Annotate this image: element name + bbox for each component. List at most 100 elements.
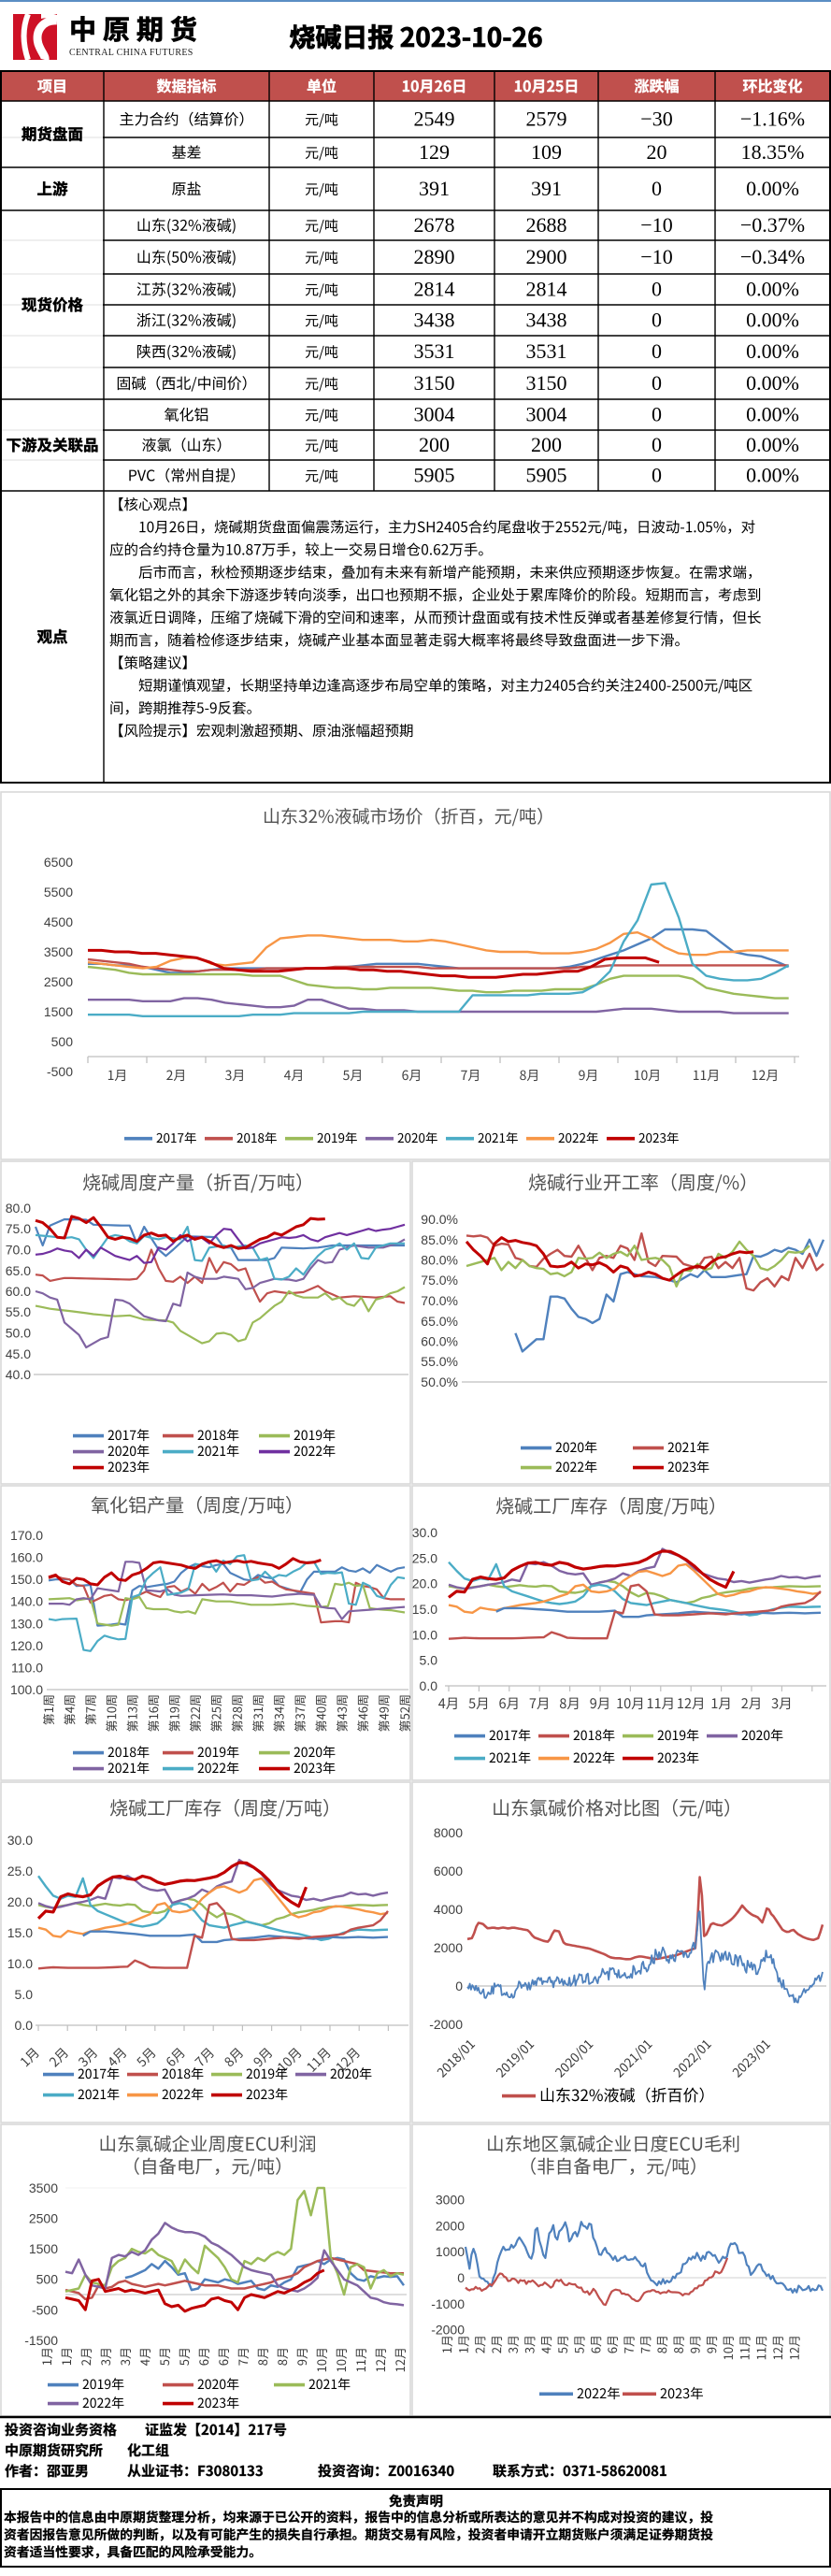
- svg-text:2579: 2579: [526, 108, 567, 131]
- svg-text:129: 129: [419, 140, 450, 164]
- svg-text:2678: 2678: [414, 213, 455, 237]
- svg-text:2890: 2890: [414, 245, 455, 268]
- svg-text:65.0%: 65.0%: [421, 1314, 458, 1329]
- svg-text:100.0: 100.0: [10, 1682, 43, 1697]
- svg-text:CENTRAL CHINA FUTURES: CENTRAL CHINA FUTURES: [69, 48, 193, 58]
- svg-text:−1.16%: −1.16%: [740, 108, 805, 131]
- svg-text:109: 109: [531, 140, 562, 164]
- svg-text:−30: −30: [640, 108, 672, 131]
- svg-text:0: 0: [652, 177, 662, 200]
- svg-text:130.0: 130.0: [10, 1616, 43, 1631]
- svg-text:80.0%: 80.0%: [421, 1253, 458, 1268]
- svg-text:0.00%: 0.00%: [746, 371, 799, 395]
- svg-text:0: 0: [652, 371, 662, 395]
- svg-text:3150: 3150: [526, 371, 567, 395]
- svg-text:50.0: 50.0: [6, 1326, 31, 1341]
- svg-text:1000: 1000: [436, 2244, 465, 2259]
- svg-text:−0.37%: −0.37%: [740, 213, 805, 237]
- svg-text:0.0: 0.0: [15, 2018, 34, 2033]
- svg-text:-500: -500: [32, 2302, 58, 2317]
- svg-text:60.0%: 60.0%: [421, 1334, 458, 1349]
- svg-text:4500: 4500: [44, 914, 73, 929]
- svg-text:55.0: 55.0: [6, 1304, 31, 1319]
- svg-text:0: 0: [455, 1979, 463, 1993]
- svg-text:170.0: 170.0: [10, 1528, 43, 1543]
- svg-text:200: 200: [419, 433, 450, 456]
- svg-text:0: 0: [457, 2270, 465, 2285]
- svg-text:−10: −10: [640, 213, 672, 237]
- svg-text:3500: 3500: [29, 2180, 58, 2195]
- svg-text:15.0: 15.0: [7, 1925, 33, 1940]
- svg-text:2000: 2000: [434, 1940, 463, 1955]
- svg-text:1500: 1500: [29, 2241, 58, 2256]
- svg-text:500: 500: [36, 2272, 59, 2287]
- svg-text:-500: -500: [47, 1064, 73, 1079]
- svg-text:3438: 3438: [526, 309, 567, 332]
- svg-text:-1000: -1000: [431, 2296, 465, 2311]
- svg-text:0: 0: [652, 464, 662, 487]
- svg-text:0: 0: [652, 403, 662, 426]
- svg-text:-2000: -2000: [431, 2323, 465, 2338]
- svg-text:−0.34%: −0.34%: [740, 245, 805, 268]
- svg-text:10.0: 10.0: [7, 1956, 33, 1971]
- svg-text:6500: 6500: [44, 855, 73, 870]
- svg-text:3500: 3500: [44, 944, 73, 959]
- svg-text:500: 500: [51, 1034, 74, 1049]
- svg-text:0: 0: [652, 339, 662, 363]
- svg-text:40.0: 40.0: [6, 1367, 31, 1382]
- svg-text:5.0: 5.0: [15, 1987, 34, 2002]
- svg-text:391: 391: [531, 177, 562, 200]
- svg-text:20: 20: [647, 140, 667, 164]
- svg-text:150.0: 150.0: [10, 1572, 43, 1587]
- svg-text:25.0: 25.0: [7, 1864, 33, 1878]
- svg-text:2688: 2688: [526, 213, 567, 237]
- svg-text:5905: 5905: [414, 464, 455, 487]
- svg-text:140.0: 140.0: [10, 1594, 43, 1609]
- svg-text:3004: 3004: [526, 403, 567, 426]
- svg-text:-2000: -2000: [429, 2017, 463, 2032]
- svg-text:3438: 3438: [414, 309, 455, 332]
- svg-text:1500: 1500: [44, 1004, 73, 1019]
- svg-text:2814: 2814: [526, 278, 567, 301]
- svg-text:3000: 3000: [436, 2193, 465, 2208]
- svg-text:60.0: 60.0: [6, 1284, 31, 1299]
- svg-text:0: 0: [652, 278, 662, 301]
- svg-text:20.0: 20.0: [412, 1576, 437, 1591]
- svg-text:0: 0: [652, 309, 662, 332]
- svg-text:50.0%: 50.0%: [421, 1374, 458, 1389]
- svg-text:3004: 3004: [414, 403, 455, 426]
- svg-text:120.0: 120.0: [10, 1638, 43, 1653]
- svg-text:55.0%: 55.0%: [421, 1354, 458, 1369]
- svg-text:6000: 6000: [434, 1864, 463, 1878]
- svg-text:0.0: 0.0: [420, 1678, 438, 1693]
- svg-text:-1500: -1500: [24, 2333, 58, 2348]
- svg-text:90.0%: 90.0%: [421, 1212, 458, 1227]
- svg-text:70.0%: 70.0%: [421, 1293, 458, 1308]
- svg-text:30.0: 30.0: [7, 1833, 33, 1848]
- svg-text:3150: 3150: [414, 371, 455, 395]
- svg-text:3531: 3531: [526, 339, 567, 363]
- svg-text:0.00%: 0.00%: [746, 278, 799, 301]
- svg-text:20.0: 20.0: [7, 1894, 33, 1909]
- svg-text:4000: 4000: [434, 1902, 463, 1917]
- svg-text:5.0: 5.0: [420, 1653, 438, 1668]
- svg-text:0.00%: 0.00%: [746, 433, 799, 456]
- svg-text:0.00%: 0.00%: [746, 309, 799, 332]
- svg-text:80.0: 80.0: [6, 1201, 31, 1216]
- svg-text:160.0: 160.0: [10, 1550, 43, 1565]
- svg-text:15.0: 15.0: [412, 1602, 437, 1617]
- svg-text:85.0%: 85.0%: [421, 1232, 458, 1247]
- svg-text:5500: 5500: [44, 885, 73, 899]
- svg-text:45.0: 45.0: [6, 1346, 31, 1361]
- svg-text:3531: 3531: [414, 339, 455, 363]
- svg-text:2500: 2500: [44, 974, 73, 989]
- svg-text:391: 391: [419, 177, 450, 200]
- svg-text:25.0: 25.0: [412, 1550, 437, 1565]
- svg-text:0.00%: 0.00%: [746, 177, 799, 200]
- svg-text:2814: 2814: [414, 278, 455, 301]
- svg-text:2900: 2900: [526, 245, 567, 268]
- svg-text:70.0: 70.0: [6, 1243, 31, 1258]
- svg-text:0.00%: 0.00%: [746, 339, 799, 363]
- svg-text:75.0%: 75.0%: [421, 1273, 458, 1288]
- svg-text:0.00%: 0.00%: [746, 403, 799, 426]
